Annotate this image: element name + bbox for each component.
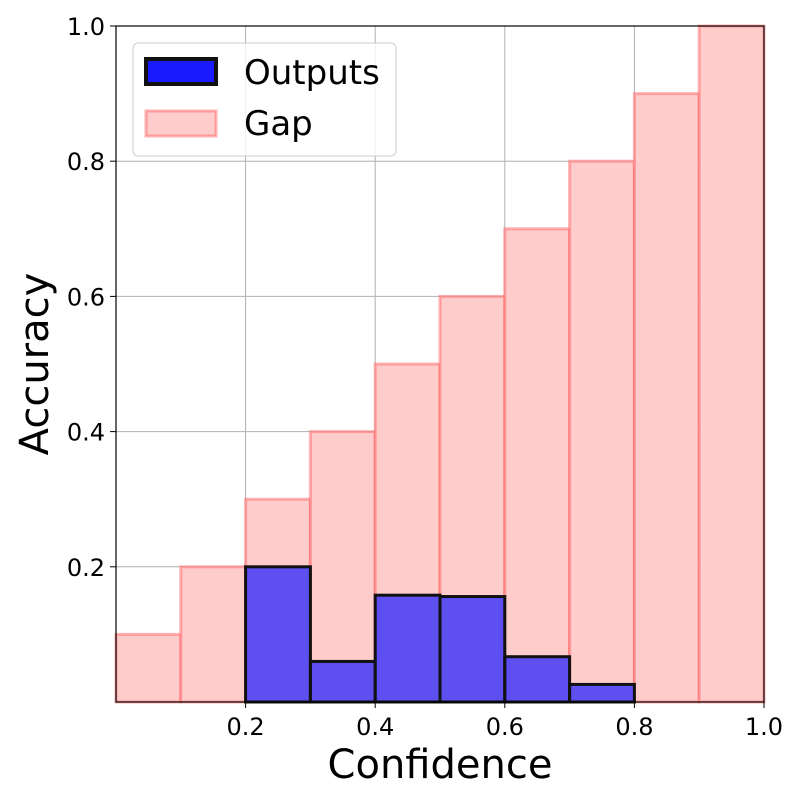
gap-bar — [114, 632, 183, 704]
legend-label-outputs: Outputs — [244, 53, 380, 93]
outputs-bar — [503, 655, 572, 704]
x-tick-label: 0.8 — [615, 713, 653, 741]
x-axis-label: Confidence — [328, 742, 553, 788]
y-tick-label: 0.6 — [67, 283, 105, 311]
y-tick-label: 0.2 — [67, 554, 105, 582]
outputs-bar — [438, 595, 507, 704]
x-tick-label: 0.6 — [486, 713, 524, 741]
legend-swatch-gap — [144, 109, 218, 138]
legend-swatch-outputs — [144, 57, 218, 86]
gap-bar — [697, 24, 766, 704]
gap-bar — [179, 565, 248, 704]
outputs-bar — [373, 593, 442, 704]
x-tick-label: 1.0 — [745, 713, 783, 741]
y-axis-label: Accuracy — [12, 273, 58, 456]
y-tick-labels: 0.2 0.4 0.6 0.8 1.0 — [67, 13, 116, 582]
y-tick-label: 0.4 — [67, 419, 105, 447]
legend: Outputs Gap — [132, 42, 397, 157]
gap-bar — [503, 227, 572, 704]
y-tick-label: 1.0 — [67, 13, 105, 41]
outputs-bars — [244, 565, 636, 704]
outputs-bar — [308, 659, 377, 704]
gap-bar — [632, 92, 701, 704]
x-tick-label: 0.2 — [227, 713, 265, 741]
outputs-bar — [244, 565, 312, 704]
plot-frame — [115, 25, 765, 703]
x-tick-label: 0.4 — [356, 713, 394, 741]
legend-label-gap: Gap — [244, 104, 313, 144]
gap-bar — [568, 159, 636, 704]
y-tick-label: 0.8 — [67, 148, 105, 176]
outputs-bar — [568, 682, 636, 704]
x-tick-labels: 0.2 0.4 0.6 0.8 1.0 — [227, 702, 783, 741]
